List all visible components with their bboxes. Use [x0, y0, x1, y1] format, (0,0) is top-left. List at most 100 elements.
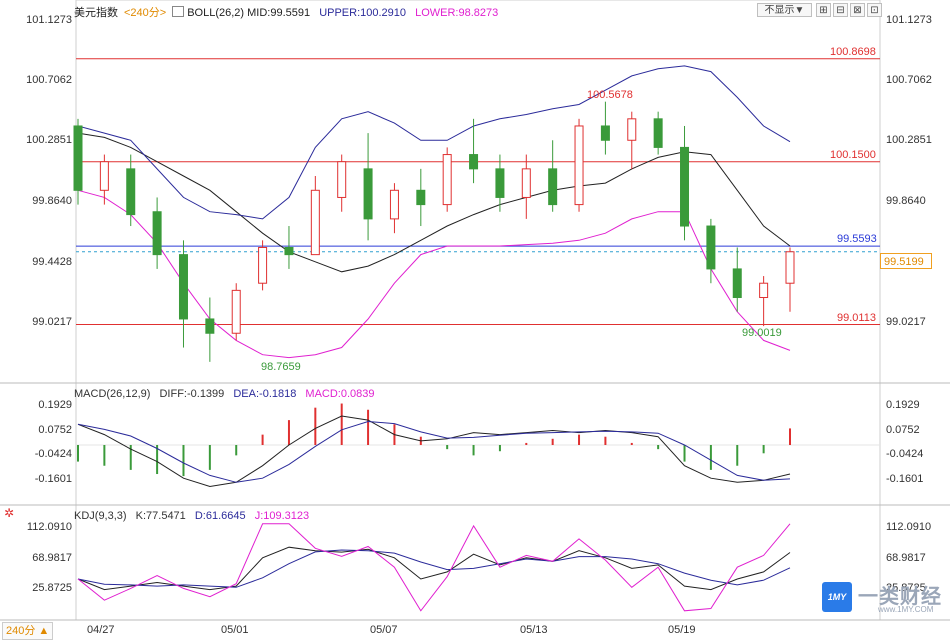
candle-body: [389, 189, 399, 220]
kdj-tick-right: 68.9817: [886, 552, 926, 564]
candle-body: [442, 154, 452, 206]
candle-body: [785, 251, 795, 284]
price-tick-left: 99.0217: [32, 316, 72, 328]
macd-tick-left: -0.0424: [34, 448, 72, 460]
high-annotation: 100.5678: [587, 89, 633, 101]
candle-body: [126, 168, 136, 216]
candle-body: [337, 161, 347, 198]
instrument-name: 美元指数: [74, 7, 118, 19]
candle-body: [152, 211, 162, 256]
candle-body: [759, 282, 769, 299]
low-annotation: 98.7659: [261, 361, 301, 373]
maximize-button[interactable]: ⊠: [850, 3, 865, 17]
price-tick-left: 100.2851: [26, 134, 72, 146]
plot-frame: [75, 0, 881, 621]
kdj-tick-right: 112.0910: [886, 521, 932, 533]
hline-label: 100.1500: [830, 149, 876, 161]
boll-title: BOLL(26,2): [187, 7, 245, 19]
macd-title: MACD(26,12,9): [74, 388, 151, 400]
boll-lower-line: [77, 189, 791, 359]
boll-upper-line: [77, 65, 791, 220]
price-tick-right: 100.7062: [886, 74, 932, 86]
kdj-j: J:109.3123: [254, 510, 310, 522]
macd-diff-line: [77, 415, 791, 488]
kdj-title: KDJ(9,3,3): [74, 510, 127, 522]
macd-tick-right: -0.1601: [886, 473, 924, 485]
macd-dea: DEA:-0.1818: [233, 388, 297, 400]
period-label[interactable]: <240分>: [124, 7, 167, 19]
kdj-k: K:77.5471: [135, 510, 186, 522]
logo-brand: 一类财经: [858, 586, 942, 608]
price-tick-left: 99.4428: [32, 256, 72, 268]
kdj-tick-left: 112.0910: [26, 521, 72, 533]
current-price-tag: 99.5199: [880, 253, 932, 269]
kdj-d: D:61.6645: [194, 510, 246, 522]
kdj-k-line: [77, 546, 791, 591]
low-annotation: 99.0019: [742, 327, 782, 339]
candle-body: [469, 154, 479, 170]
date-label: 05/07: [370, 624, 398, 636]
candle-body: [363, 168, 373, 220]
boll-upper: UPPER:100.2910: [319, 7, 407, 19]
macd-header: MACD(26,12,9) DIFF:-0.1399 DEA:-0.1818 M…: [74, 388, 381, 400]
price-tick-right: 99.0217: [886, 316, 926, 328]
candle-body: [495, 168, 505, 198]
candle-body: [99, 161, 109, 191]
date-label: 05/19: [668, 624, 696, 636]
date-label: 04/27: [87, 624, 115, 636]
price-tick-left: 101.1273: [26, 14, 72, 26]
macd-tick-right: -0.0424: [886, 448, 924, 460]
kdj-tick-left: 25.8725: [32, 582, 72, 594]
zoom-out-button[interactable]: ⊟: [833, 3, 848, 17]
kdj-header: KDJ(9,3,3) K:77.5471 D:61.6645 J:109.312…: [74, 510, 315, 522]
boll-header: 美元指数 <240分> BOLL(26,2) MID:99.5591 UPPER:1…: [74, 4, 504, 20]
candle-body: [732, 268, 742, 299]
macd-diff: DIFF:-0.1399: [159, 388, 225, 400]
kdj-settings-icon[interactable]: ✲: [4, 506, 15, 520]
kdj-j-line: [77, 523, 791, 612]
candle-body: [73, 125, 83, 191]
candle-body: [600, 125, 610, 141]
logo-icon: 1MY: [822, 582, 852, 612]
kdj-d-line: [77, 549, 791, 588]
candle-body: [178, 254, 188, 320]
candle-body: [521, 168, 531, 198]
date-label: 05/13: [520, 624, 548, 636]
macd-dea-line: [77, 420, 791, 483]
macd-tick-left: 0.1929: [38, 399, 72, 411]
boll-icon[interactable]: [172, 6, 185, 17]
kdj-tick-right: 25.8725: [886, 582, 926, 594]
candle-body: [574, 125, 584, 206]
settings-button[interactable]: ⊡: [867, 3, 882, 17]
date-label: 05/01: [221, 624, 249, 636]
kdj-tick-left: 68.9817: [32, 552, 72, 564]
candle-body: [258, 246, 268, 284]
candle-body: [231, 289, 241, 334]
price-tick-left: 99.8640: [32, 195, 72, 207]
candle-body: [205, 318, 215, 334]
macd-value: MACD:0.0839: [305, 388, 375, 400]
macd-tick-left: -0.1601: [34, 473, 72, 485]
macd-tick-left: 0.0752: [38, 424, 72, 436]
candle-body: [548, 168, 558, 206]
price-tick-right: 100.2851: [886, 134, 932, 146]
candle-body: [706, 225, 716, 270]
boll-mid: MID:99.5591: [247, 7, 311, 19]
macd-tick-right: 0.0752: [886, 424, 920, 436]
boll-mid-line: [77, 132, 791, 273]
candle-body: [284, 246, 294, 256]
candle-body: [680, 146, 690, 227]
zoom-in-button[interactable]: ⊞: [816, 3, 831, 17]
candle-body: [310, 189, 320, 256]
hide-dropdown[interactable]: 不显示▼: [757, 3, 812, 17]
price-tick-right: 101.1273: [886, 14, 932, 26]
price-tick-right: 99.8640: [886, 195, 926, 207]
logo-url: www.1MY.COM: [878, 605, 934, 614]
hline-label: 100.8698: [830, 46, 876, 58]
price-tick-left: 100.7062: [26, 74, 72, 86]
candle-body: [416, 189, 426, 206]
hline-label: 99.0113: [837, 312, 876, 324]
period-selector[interactable]: 240分 ▲: [2, 622, 54, 640]
